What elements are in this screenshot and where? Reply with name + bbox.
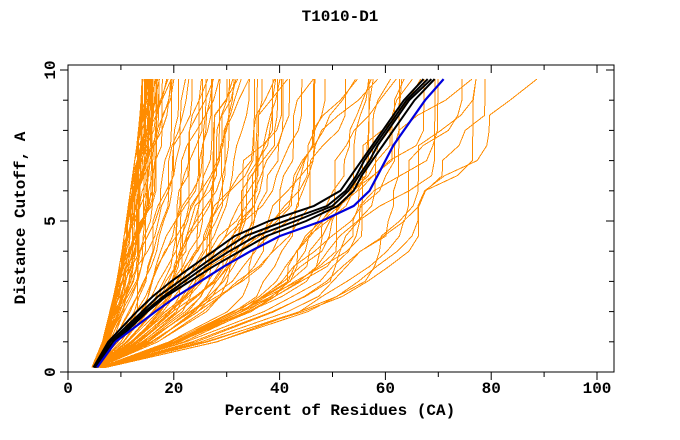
model-curve-orange: [103, 79, 477, 368]
model-curve-orange: [92, 79, 157, 368]
model-curve-black: [94, 78, 436, 369]
x-tick-label: 100: [583, 380, 612, 398]
model-curve-orange: [91, 79, 146, 368]
curves-layer: [91, 78, 538, 369]
model-curve-orange: [96, 79, 258, 368]
model-curve-orange: [99, 78, 378, 368]
model-curve-orange: [94, 78, 288, 368]
model-curve-orange: [96, 79, 303, 368]
x-tick-label: 40: [270, 380, 289, 398]
model-curve-orange: [104, 78, 538, 368]
model-curve-orange: [102, 79, 477, 368]
model-curve-orange: [92, 79, 193, 368]
model-curve-orange: [95, 79, 230, 368]
model-curve-blue: [96, 78, 445, 369]
model-curve-orange: [98, 79, 315, 368]
model-curve-black: [92, 78, 425, 368]
model-curve-orange: [93, 79, 173, 368]
model-curve-orange: [102, 79, 436, 368]
plot-frame: [67, 64, 615, 373]
model-curve-orange: [97, 79, 290, 368]
y-tick-label: 10: [42, 60, 60, 79]
model-curve-orange: [96, 79, 326, 368]
model-curve-orange: [91, 79, 175, 368]
x-tick-label: 80: [482, 380, 501, 398]
model-curve-orange: [95, 78, 250, 368]
tick-labels: 0 20 40 60 80 100 0 5 10: [42, 60, 611, 398]
y-tick-label: 5: [42, 216, 60, 226]
model-curve-orange: [100, 79, 370, 368]
model-curve-orange: [94, 79, 235, 368]
model-curve-orange: [92, 79, 160, 368]
model-curve-orange: [93, 79, 186, 368]
model-curve-orange: [95, 79, 221, 368]
x-axis-title: Percent of Residues (CA): [224, 402, 456, 420]
model-curve-orange: [94, 79, 250, 368]
model-curve-orange: [95, 79, 281, 368]
x-tick-label: 20: [164, 380, 183, 398]
x-tick-label: 0: [63, 380, 73, 398]
model-curve-orange: [94, 78, 234, 368]
y-tick-label: 0: [42, 367, 60, 377]
model-curve-orange: [96, 78, 314, 368]
model-curve-orange: [102, 78, 473, 368]
model-curve-black: [93, 78, 429, 369]
model-curve-orange: [94, 79, 256, 368]
model-curve-black: [93, 78, 433, 369]
model-curve-orange: [105, 79, 486, 368]
model-curve-orange: [98, 79, 284, 368]
axis-ticks: [60, 65, 614, 380]
chart-title: T1010-D1: [301, 8, 379, 26]
x-tick-label: 60: [376, 380, 395, 398]
model-curve-orange: [95, 79, 277, 368]
model-curve-orange: [101, 79, 439, 368]
model-curve-orange: [91, 79, 143, 368]
model-curve-orange: [92, 79, 153, 368]
model-curve-orange: [91, 79, 150, 368]
model-curve-orange: [92, 79, 172, 368]
